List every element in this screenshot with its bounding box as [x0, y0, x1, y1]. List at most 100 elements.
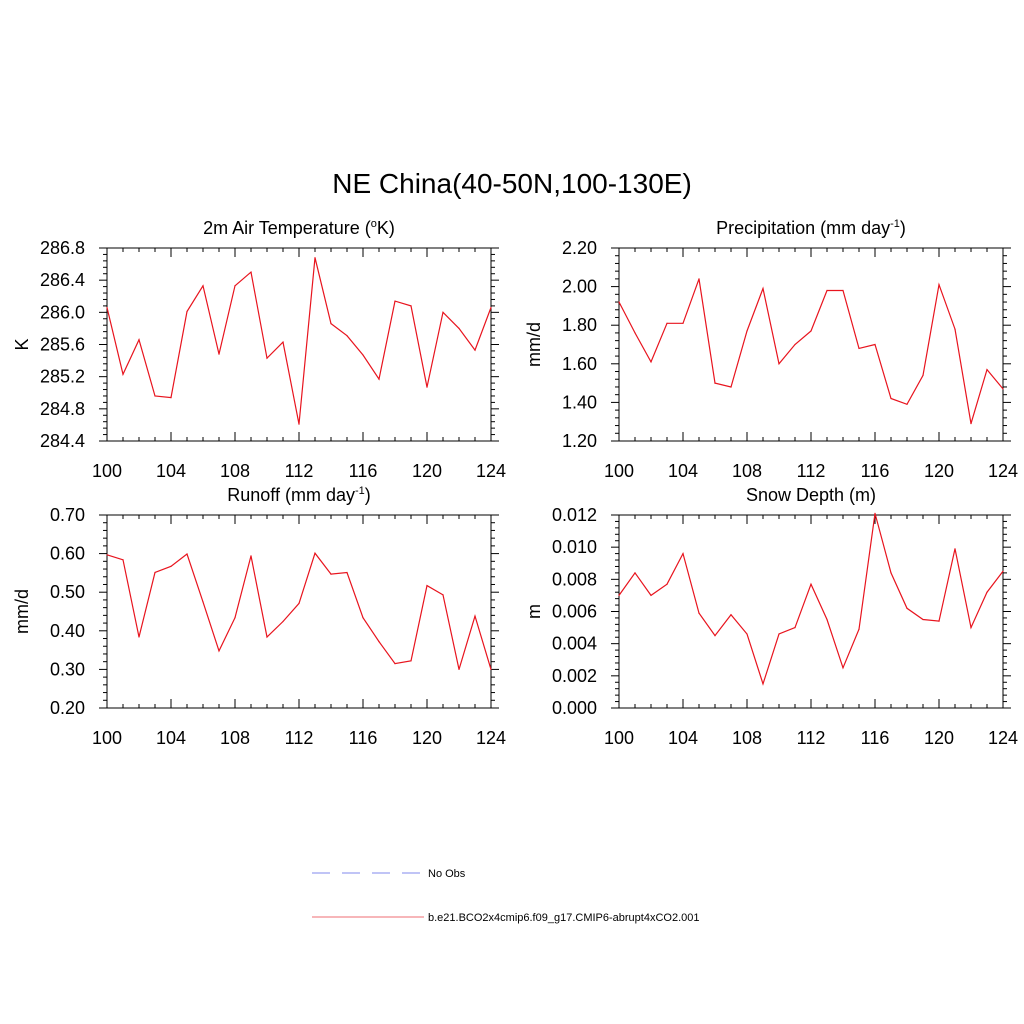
data-point	[810, 330, 812, 332]
data-point	[730, 386, 732, 388]
data-point	[666, 583, 668, 585]
x-tick-label: 100	[92, 461, 122, 481]
data-point	[762, 287, 764, 290]
x-tick-label: 112	[285, 728, 314, 748]
data-point	[202, 601, 204, 603]
data-point	[698, 278, 700, 280]
data-point	[698, 612, 700, 614]
data-point	[410, 660, 412, 662]
data-point	[1002, 388, 1004, 390]
x-tick-label: 120	[412, 728, 442, 748]
y-axis-label: m	[524, 604, 544, 619]
x-tick-label: 104	[156, 728, 186, 748]
data-point	[410, 305, 412, 307]
data-point	[122, 373, 124, 375]
series-line	[618, 278, 1004, 424]
data-point	[298, 602, 300, 605]
x-tick-label: 124	[988, 728, 1018, 748]
y-tick-label: 0.50	[50, 582, 85, 602]
plot-frame	[106, 247, 492, 442]
data-point	[714, 635, 716, 637]
panel-title-text: Runoff (mm day	[227, 485, 355, 505]
data-point	[122, 559, 124, 561]
panel-title-superscript: -1	[355, 485, 365, 497]
data-point	[442, 594, 444, 596]
data-point	[170, 565, 172, 567]
y-tick-label: 0.006	[552, 602, 597, 622]
x-tick-label: 100	[604, 461, 634, 481]
data-point	[922, 618, 924, 621]
panel-title-text: Precipitation (mm day	[716, 218, 890, 238]
x-tick-label: 108	[732, 728, 762, 748]
data-point	[490, 306, 492, 309]
y-tick-label: 0.60	[50, 544, 85, 564]
data-point	[650, 594, 652, 597]
data-point	[202, 285, 204, 287]
data-point	[490, 668, 492, 671]
y-tick-label: 285.6	[40, 335, 85, 355]
series-line	[106, 257, 492, 425]
panel-title-tail: K)	[377, 218, 395, 238]
y-tick-label: 284.4	[40, 431, 85, 451]
x-tick-label: 124	[476, 728, 506, 748]
data-point	[378, 378, 380, 380]
y-tick-label: 286.0	[40, 302, 85, 322]
y-axis-label: K	[12, 338, 32, 350]
x-tick-label: 116	[861, 728, 890, 748]
data-point	[634, 572, 636, 574]
data-point	[458, 327, 460, 329]
x-tick-label: 104	[668, 728, 698, 748]
y-tick-label: 1.20	[562, 431, 597, 451]
x-tick-label: 120	[924, 728, 954, 748]
data-point	[730, 614, 732, 616]
series-line	[106, 551, 492, 670]
data-point	[858, 628, 860, 630]
data-point	[314, 552, 316, 554]
data-point	[794, 627, 796, 629]
data-point	[826, 289, 828, 292]
data-point	[666, 322, 668, 324]
data-point	[954, 328, 956, 330]
data-point	[618, 594, 620, 597]
x-tick-label: 124	[988, 461, 1018, 481]
chart-panel-3: Runoff (mm day-1) mm/d 100 104 108 112 116 120 1…	[12, 485, 506, 748]
data-point	[106, 306, 108, 309]
data-point	[650, 361, 652, 363]
data-point	[970, 423, 972, 425]
x-tick-label: 120	[924, 461, 954, 481]
panel-title: Precipitation (mm day-1)	[716, 218, 906, 238]
data-point	[138, 339, 140, 341]
data-point	[346, 571, 348, 574]
panel-title: Runoff (mm day-1)	[227, 485, 371, 505]
panel-title-text: 2m Air Temperature (	[203, 218, 371, 238]
panel-title-tail: )	[365, 485, 371, 505]
x-tick-label: 108	[220, 728, 250, 748]
data-point	[362, 617, 364, 619]
data-point	[378, 641, 380, 643]
data-point	[714, 382, 716, 384]
data-point	[186, 553, 188, 555]
data-point	[154, 571, 156, 574]
data-point	[842, 667, 844, 669]
y-tick-label: 0.002	[552, 666, 597, 686]
data-point	[618, 301, 620, 303]
data-point	[250, 271, 252, 273]
figure-title: NE China(40-50N,100-130E)	[332, 168, 692, 199]
chart-panel-2: Precipitation (mm day-1) mm/d 100 104 108 112…	[524, 218, 1018, 481]
data-point	[426, 585, 428, 587]
data-point	[330, 323, 332, 325]
y-tick-label: 0.30	[50, 659, 85, 679]
x-tick-label: 108	[220, 461, 250, 481]
panel-title: 2m Air Temperature (oK)	[203, 218, 395, 238]
data-point	[218, 353, 220, 355]
y-tick-label: 285.2	[40, 367, 85, 387]
data-point	[746, 633, 748, 635]
x-tick-label: 116	[349, 728, 378, 748]
data-point	[170, 397, 172, 399]
panel-title-tail: )	[900, 218, 906, 238]
legend: No Obs b.e21.BCO2x4cmip6.f09_g17.CMIP6-a…	[312, 868, 700, 924]
data-point	[266, 636, 268, 638]
plot-frame	[618, 247, 1004, 442]
data-point	[426, 386, 428, 388]
